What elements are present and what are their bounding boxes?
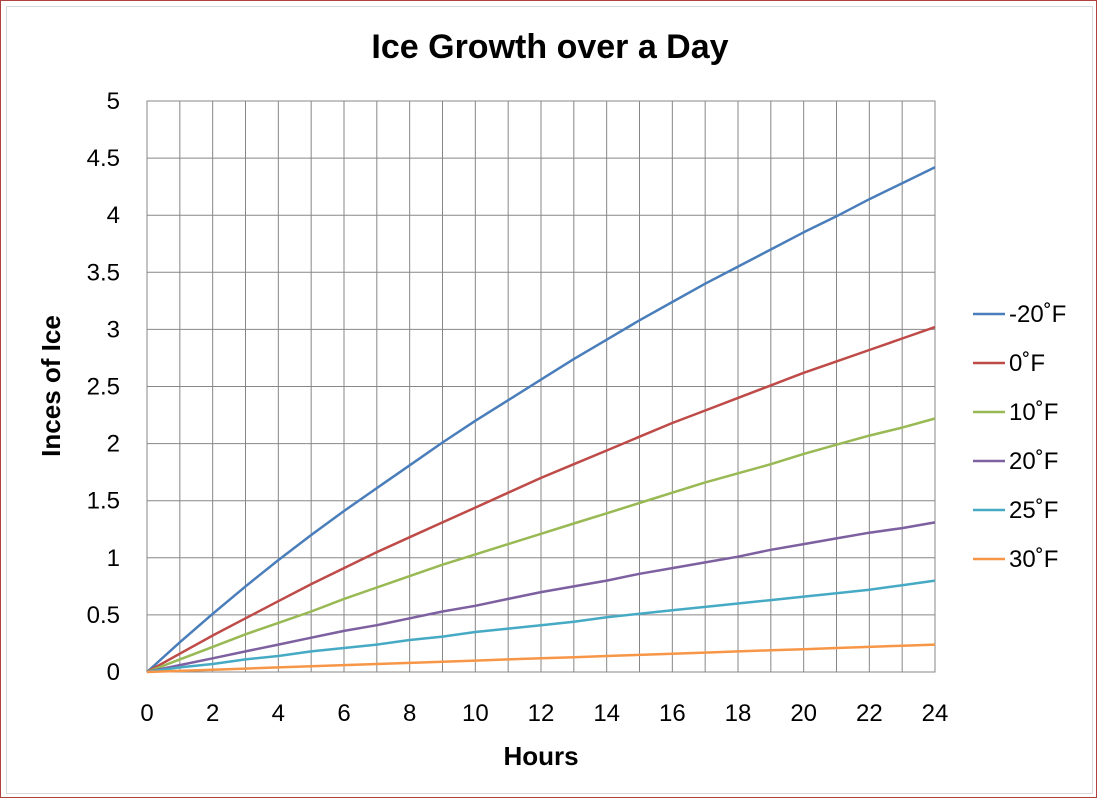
series-line	[146, 325, 936, 674]
x-tick-label: 12	[528, 700, 555, 727]
y-tick-label: 4.5	[87, 145, 120, 172]
legend-label: 20˚F	[1009, 448, 1058, 475]
x-tick-label: 8	[403, 700, 416, 727]
legend-label: -20˚F	[1009, 301, 1066, 328]
y-axis-ticks: 0 0.5 1 1.5 2 2.5 3 3.5 4 4.5 5	[87, 88, 120, 686]
series-lines	[146, 166, 936, 674]
x-tick-label: 10	[462, 700, 489, 727]
x-tick-label: 6	[337, 700, 350, 727]
legend-label: 25˚F	[1009, 497, 1058, 524]
series-line	[146, 417, 936, 674]
y-tick-label: 0	[107, 659, 120, 686]
legend-label: 10˚F	[1009, 399, 1058, 426]
plot-area-border	[146, 100, 936, 673]
x-tick-label: 22	[856, 700, 883, 727]
y-tick-label: 4	[107, 202, 120, 229]
y-tick-label: 2.5	[87, 374, 120, 401]
legend-label: 0˚F	[1009, 350, 1045, 377]
legend: -20˚F 0˚F 10˚F 20˚F 25˚F 30˚F	[973, 301, 1066, 573]
y-tick-label: 1.5	[87, 488, 120, 515]
x-tick-label: 20	[790, 700, 817, 727]
x-tick-label: 0	[140, 700, 153, 727]
x-tick-label: 4	[272, 700, 285, 727]
x-axis-title: Hours	[503, 741, 578, 771]
chart-area-border	[6, 6, 1093, 794]
chart-title: Ice Growth over a Day	[371, 28, 728, 66]
y-tick-label: 1	[107, 545, 120, 572]
legend-label: 30˚F	[1009, 546, 1058, 573]
x-tick-label: 18	[725, 700, 752, 727]
y-tick-label: 3	[107, 316, 120, 343]
y-axis-title: Inces of Ice	[36, 315, 66, 457]
x-tick-label: 14	[593, 700, 620, 727]
series-line	[146, 521, 936, 674]
y-tick-label: 5	[107, 88, 120, 115]
series-line	[146, 166, 936, 673]
x-axis-ticks: 0 2 4 6 8 10 12 14 16 18 20 22 24	[140, 700, 948, 727]
y-tick-label: 0.5	[87, 602, 120, 629]
x-tick-label: 2	[206, 700, 219, 727]
x-tick-label: 24	[922, 700, 949, 727]
grid	[146, 100, 936, 673]
series-line	[146, 579, 936, 674]
plot-area	[146, 100, 936, 673]
x-tick-label: 16	[659, 700, 686, 727]
y-tick-label: 3.5	[87, 259, 120, 286]
series-line	[146, 643, 936, 674]
y-tick-label: 2	[107, 431, 120, 458]
